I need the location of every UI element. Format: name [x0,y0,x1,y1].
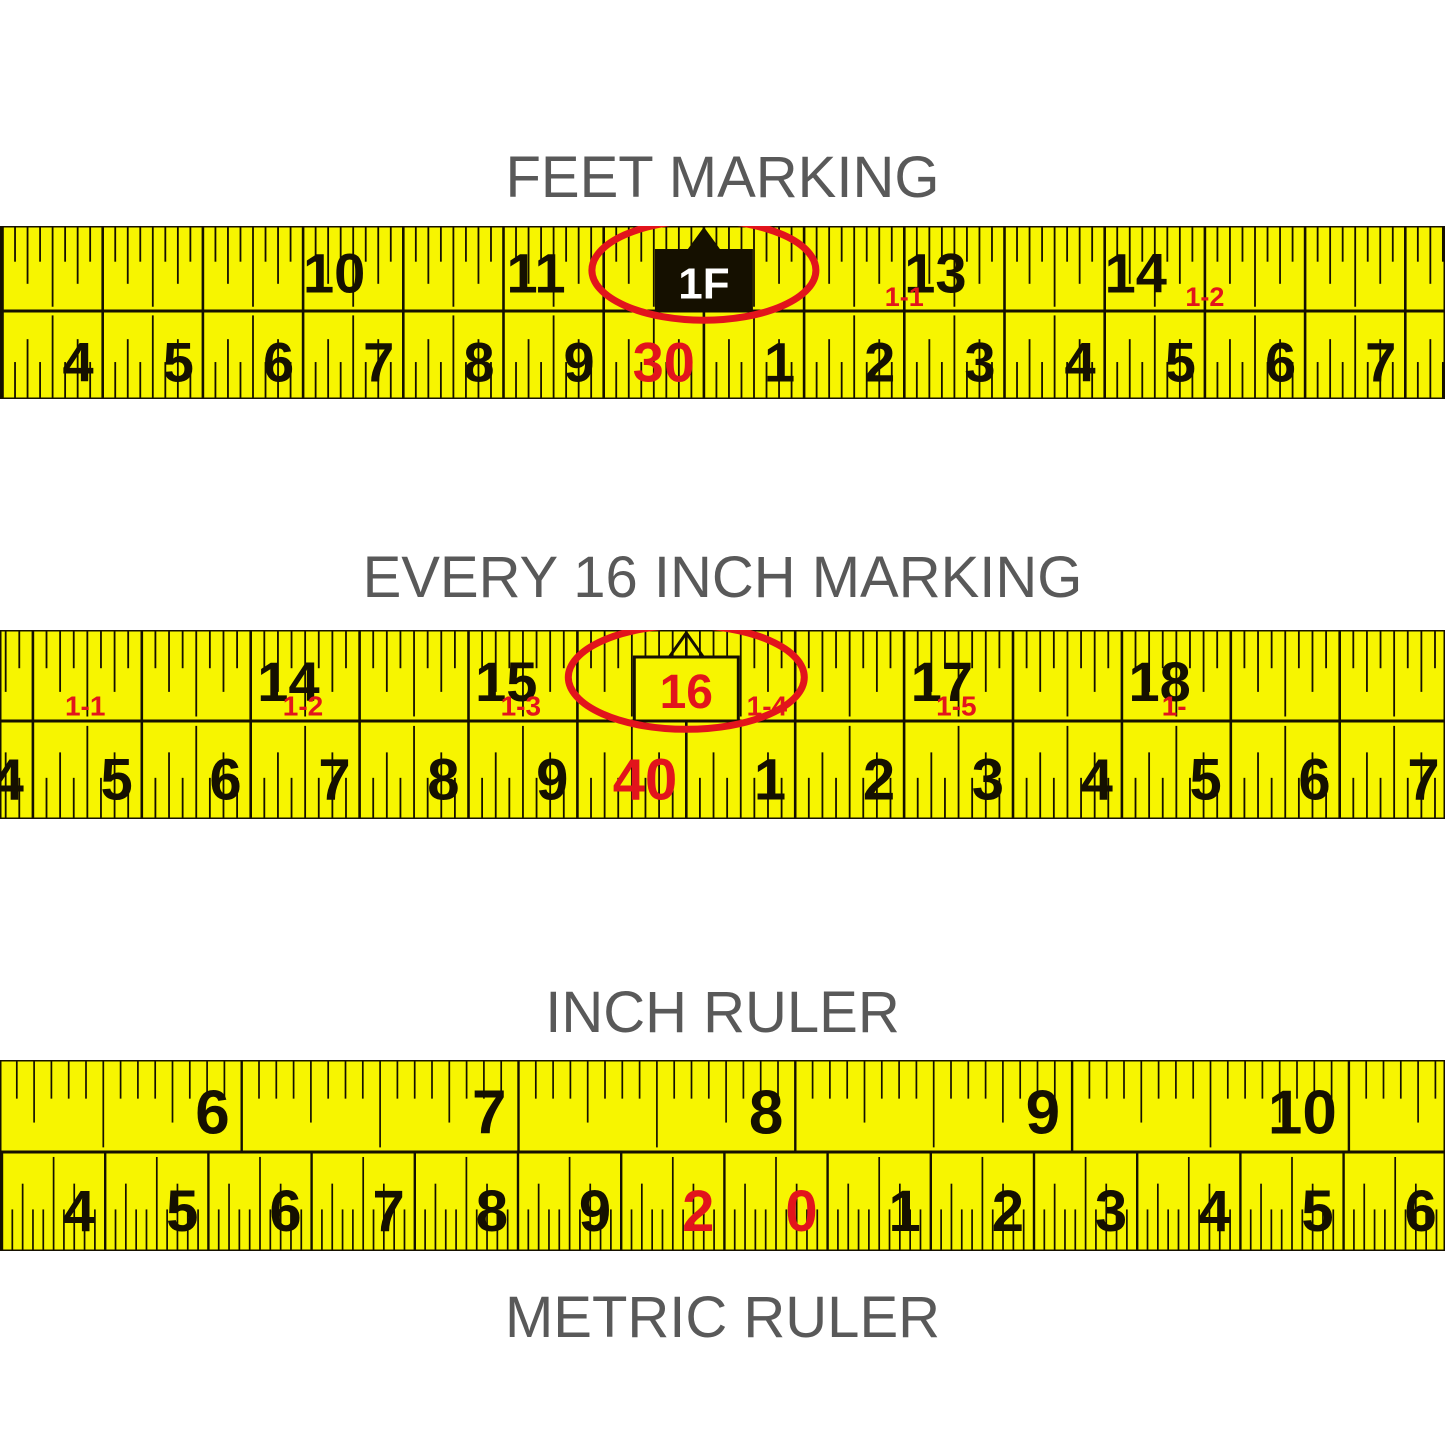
svg-text:3: 3 [972,747,1004,812]
svg-text:1-1: 1-1 [885,282,924,312]
svg-text:2: 2 [863,747,895,812]
svg-text:30: 30 [633,330,695,393]
svg-text:7: 7 [363,330,394,393]
svg-text:5: 5 [1301,1179,1333,1244]
svg-text:0: 0 [785,1179,817,1244]
svg-text:4: 4 [63,330,94,393]
svg-text:3: 3 [1095,1179,1127,1244]
svg-text:6: 6 [209,747,241,812]
svg-text:4: 4 [1065,330,1096,393]
svg-text:5: 5 [101,747,133,812]
svg-text:1-5: 1-5 [936,691,976,722]
svg-text:1-1: 1-1 [65,691,105,722]
svg-text:1: 1 [889,1179,921,1244]
svg-text:8: 8 [749,1079,783,1148]
svg-text:2: 2 [682,1179,714,1244]
svg-text:5: 5 [166,1179,198,1244]
svg-text:10: 10 [1268,1079,1337,1148]
svg-text:1: 1 [754,747,786,812]
svg-text:4: 4 [1198,1179,1230,1244]
svg-text:6: 6 [1405,1179,1437,1244]
svg-text:5: 5 [1190,747,1222,812]
svg-text:1-3: 1-3 [501,691,541,722]
svg-text:9: 9 [579,1179,611,1244]
svg-text:1-: 1- [1162,691,1187,722]
svg-text:8: 8 [463,330,494,393]
svg-text:9: 9 [564,330,595,393]
svg-text:6: 6 [263,330,294,393]
svg-text:4: 4 [63,1179,95,1244]
svg-text:4: 4 [1081,747,1113,812]
svg-text:1-2: 1-2 [1185,282,1224,312]
svg-text:10: 10 [303,241,365,304]
svg-text:2: 2 [992,1179,1024,1244]
svg-text:5: 5 [163,330,194,393]
svg-text:1F: 1F [678,260,729,309]
svg-text:5: 5 [1165,330,1196,393]
svg-text:7: 7 [1365,330,1396,393]
svg-text:9: 9 [536,747,568,812]
svg-text:7: 7 [1407,747,1439,812]
svg-text:1-2: 1-2 [283,691,323,722]
svg-text:3: 3 [964,330,995,393]
svg-text:6: 6 [1265,330,1296,393]
svg-text:8: 8 [427,747,459,812]
svg-text:7: 7 [318,747,350,812]
svg-text:16: 16 [660,666,713,719]
svg-text:4: 4 [0,747,24,812]
svg-text:7: 7 [472,1079,506,1148]
svg-text:6: 6 [195,1079,229,1148]
svg-text:6: 6 [1298,747,1330,812]
svg-text:8: 8 [476,1179,508,1244]
svg-text:11: 11 [506,241,565,304]
svg-text:9: 9 [1026,1079,1060,1148]
svg-text:2: 2 [864,330,895,393]
svg-text:6: 6 [269,1179,301,1244]
svg-text:1: 1 [764,330,795,393]
svg-text:7: 7 [373,1179,405,1244]
svg-text:14: 14 [1105,241,1167,304]
svg-text:40: 40 [613,747,678,812]
